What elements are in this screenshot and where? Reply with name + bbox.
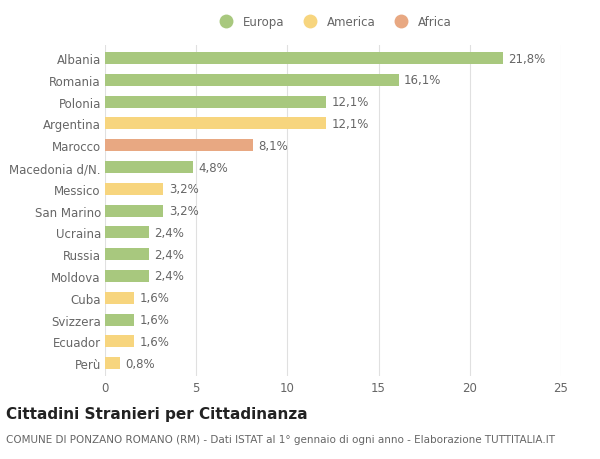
Bar — [105, 53, 503, 65]
Bar — [105, 358, 119, 369]
Bar — [105, 249, 149, 261]
Text: 2,4%: 2,4% — [154, 226, 184, 239]
Text: 12,1%: 12,1% — [331, 96, 368, 109]
Text: 1,6%: 1,6% — [140, 313, 170, 326]
Bar — [105, 162, 193, 174]
Bar — [105, 96, 326, 108]
Bar — [105, 184, 163, 196]
Bar — [105, 336, 134, 347]
Text: 2,4%: 2,4% — [154, 248, 184, 261]
Text: 3,2%: 3,2% — [169, 183, 199, 196]
Text: 21,8%: 21,8% — [508, 52, 545, 66]
Bar — [105, 75, 398, 87]
Text: 12,1%: 12,1% — [331, 118, 368, 131]
Text: 1,6%: 1,6% — [140, 291, 170, 305]
Text: 8,1%: 8,1% — [258, 140, 288, 152]
Bar — [105, 118, 326, 130]
Bar — [105, 270, 149, 282]
Bar — [105, 292, 134, 304]
Text: COMUNE DI PONZANO ROMANO (RM) - Dati ISTAT al 1° gennaio di ogni anno - Elaboraz: COMUNE DI PONZANO ROMANO (RM) - Dati IST… — [6, 434, 555, 444]
Bar — [105, 205, 163, 217]
Text: 0,8%: 0,8% — [125, 357, 155, 370]
Bar — [105, 140, 253, 152]
Text: Cittadini Stranieri per Cittadinanza: Cittadini Stranieri per Cittadinanza — [6, 406, 308, 421]
Bar — [105, 314, 134, 326]
Text: 1,6%: 1,6% — [140, 335, 170, 348]
Legend: Europa, America, Africa: Europa, America, Africa — [209, 11, 457, 34]
Text: 4,8%: 4,8% — [198, 161, 228, 174]
Text: 2,4%: 2,4% — [154, 270, 184, 283]
Text: 16,1%: 16,1% — [404, 74, 442, 87]
Text: 3,2%: 3,2% — [169, 205, 199, 218]
Bar — [105, 227, 149, 239]
